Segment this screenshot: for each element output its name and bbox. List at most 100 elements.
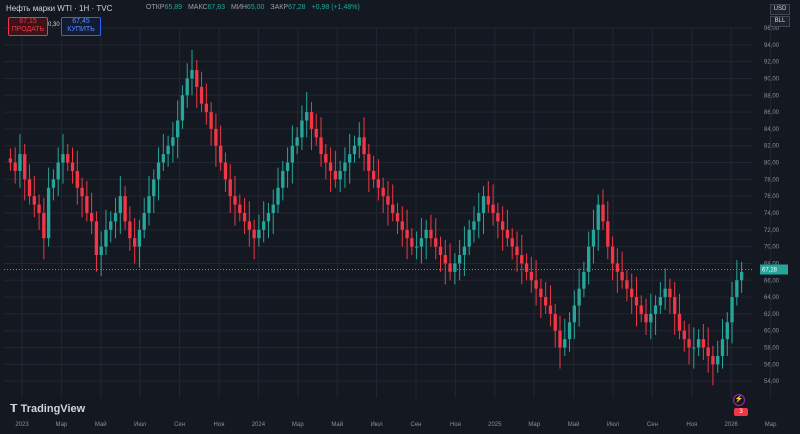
candle-body [563,339,567,348]
candle-body [214,128,218,146]
sell-button[interactable]: 67,15 ПРОДАТЬ [8,17,48,36]
x-tick-label: Сен [647,422,658,428]
candle-body [8,158,13,163]
sell-label: ПРОДАТЬ [11,26,45,33]
y-tick-label: 86,00 [764,110,780,116]
candle-body [343,162,347,171]
y-tick-label: 68,00 [764,261,780,267]
x-tick-label: 2026 [725,422,739,428]
lightning-icon[interactable]: ⚡ [733,394,745,406]
candle-body [85,196,89,213]
candle-body [309,112,314,129]
open-value: 65,89 [164,4,182,11]
candle-body [190,70,194,79]
buy-button[interactable]: 67,45 КУПИТЬ [61,17,101,36]
y-tick-label: 96,00 [764,26,780,32]
candle-body [725,322,729,340]
candle-body [195,70,199,87]
x-tick-label: Ноя [450,422,461,428]
candle-body [639,305,643,314]
flag-badge-icon[interactable]: 3 [734,408,748,416]
candle-body [620,271,624,281]
candle-body [596,204,600,230]
candle-body [51,179,56,188]
candle-body [99,246,103,256]
candle-body [357,137,361,146]
candle-body [132,238,137,247]
y-tick-label: 64,00 [764,295,780,301]
candle-body [601,204,605,222]
candle-body [529,271,533,281]
candle-body [457,255,462,264]
candle-body [405,229,409,239]
candle-body [252,229,256,239]
candle-body [630,288,634,298]
candle-body [75,170,79,188]
y-tick-label: 88,00 [764,93,780,99]
candle-body [319,137,323,155]
candle-body [400,221,404,230]
y-tick-label: 80,00 [764,161,780,167]
candle-body [66,154,70,163]
candle-body [23,154,27,180]
candle-body [395,213,400,222]
close-value: 67,28 [288,4,306,11]
candle-body [558,330,562,348]
candle-body [668,288,672,298]
candle-body [262,221,266,230]
candle-body [242,213,247,222]
change-value: +0,98 (+1,48%) [311,4,360,11]
candle-body [238,204,242,213]
candle-body [438,246,443,256]
candle-body [70,162,75,171]
candle-body [381,187,385,197]
candle-body [682,330,686,340]
x-tick-label: Мар [292,422,304,428]
candle-body [166,145,170,155]
candle-body [534,280,538,289]
candle-body [228,179,232,197]
candle-body [658,297,663,306]
candle-body [625,280,629,289]
candle-body [553,313,557,331]
candle-body [467,229,471,247]
candle-body [572,305,577,323]
x-tick-label: 2024 [252,422,266,428]
x-tick-label: Мар [56,422,68,428]
candle-body [281,170,285,188]
candle-body [515,246,519,256]
y-tick-label: 82,00 [764,144,780,150]
candle-body [448,263,452,272]
candle-body [290,145,295,163]
x-tick-label: Июл [134,422,147,428]
unit-bbl[interactable]: BLL [770,16,790,27]
candle-body [696,339,701,348]
x-tick-label: Сен [174,422,185,428]
x-tick-label: 2025 [488,422,502,428]
y-tick-label: 56,00 [764,362,780,368]
candle-body [27,179,32,197]
candle-body [324,154,328,163]
symbol-title[interactable]: Нефть марки WTI · 1Н · TVC [6,4,113,13]
candle-body [510,238,514,247]
y-tick-label: 54,00 [764,379,780,385]
tradingview-logo[interactable]: 𝗧 TradingView [10,402,85,415]
candle-body [577,288,581,306]
candle-body [314,128,318,138]
x-tick-label: Сен [411,422,422,428]
candle-body [180,95,185,121]
candle-body [491,204,495,213]
candle-body [644,313,648,323]
currency-usd[interactable]: USD [770,4,790,15]
candle-body [223,162,228,180]
candle-body [391,204,395,213]
candle-body [730,297,734,323]
candle-body [673,297,677,314]
x-tick-label: Мар [528,422,540,428]
x-tick-label: Июл [607,422,620,428]
open-label: ОТКР [146,4,165,11]
candle-body [185,78,189,96]
candle-body [706,347,710,356]
candle-body [123,196,127,222]
